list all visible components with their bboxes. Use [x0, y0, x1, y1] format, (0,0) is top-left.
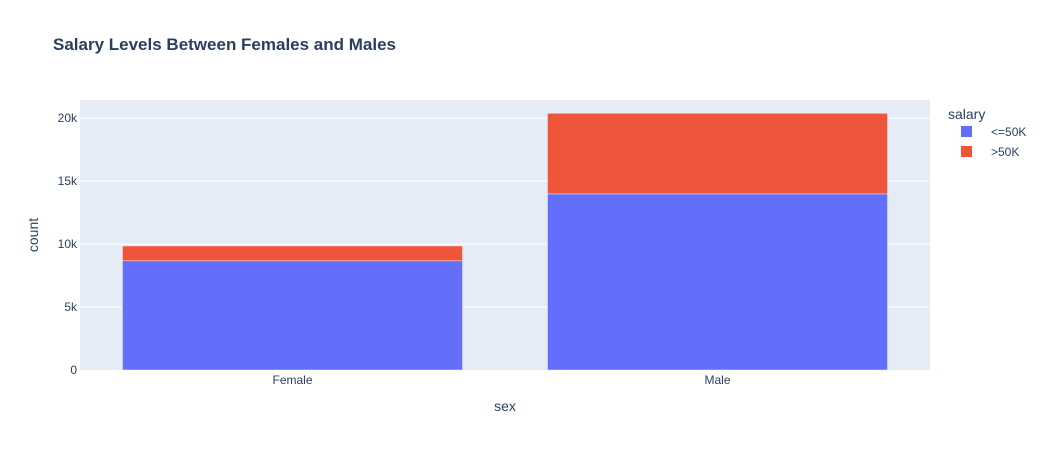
y-tick-label: 15k [58, 174, 78, 188]
y-axis-ticks: 0 5k 10k 15k 20k [58, 111, 78, 377]
y-tick-label: 20k [58, 111, 78, 125]
chart-title: Salary Levels Between Females and Males [53, 35, 396, 54]
bar-male-gt50k [547, 113, 888, 195]
y-tick-label: 0 [70, 363, 77, 377]
bars [122, 113, 888, 371]
x-axis-title: sex [494, 398, 516, 414]
x-tick-label: Female [272, 373, 312, 387]
legend: salary <=50K >50K [948, 106, 1026, 159]
bar-female-gt50k [122, 245, 463, 262]
legend-title: salary [948, 106, 985, 122]
legend-item-label[interactable]: <=50K [991, 125, 1026, 139]
legend-swatch[interactable] [961, 146, 972, 157]
y-tick-label: 10k [58, 237, 78, 251]
x-tick-label: Male [704, 373, 730, 387]
legend-swatch[interactable] [961, 126, 972, 137]
y-tick-label: 5k [64, 300, 78, 314]
legend-item-label[interactable]: >50K [991, 145, 1019, 159]
x-axis-ticks: Female Male [272, 373, 730, 387]
bar-male-le50k [547, 193, 888, 371]
y-axis-title: count [25, 218, 41, 252]
bar-female-le50k [122, 260, 463, 371]
